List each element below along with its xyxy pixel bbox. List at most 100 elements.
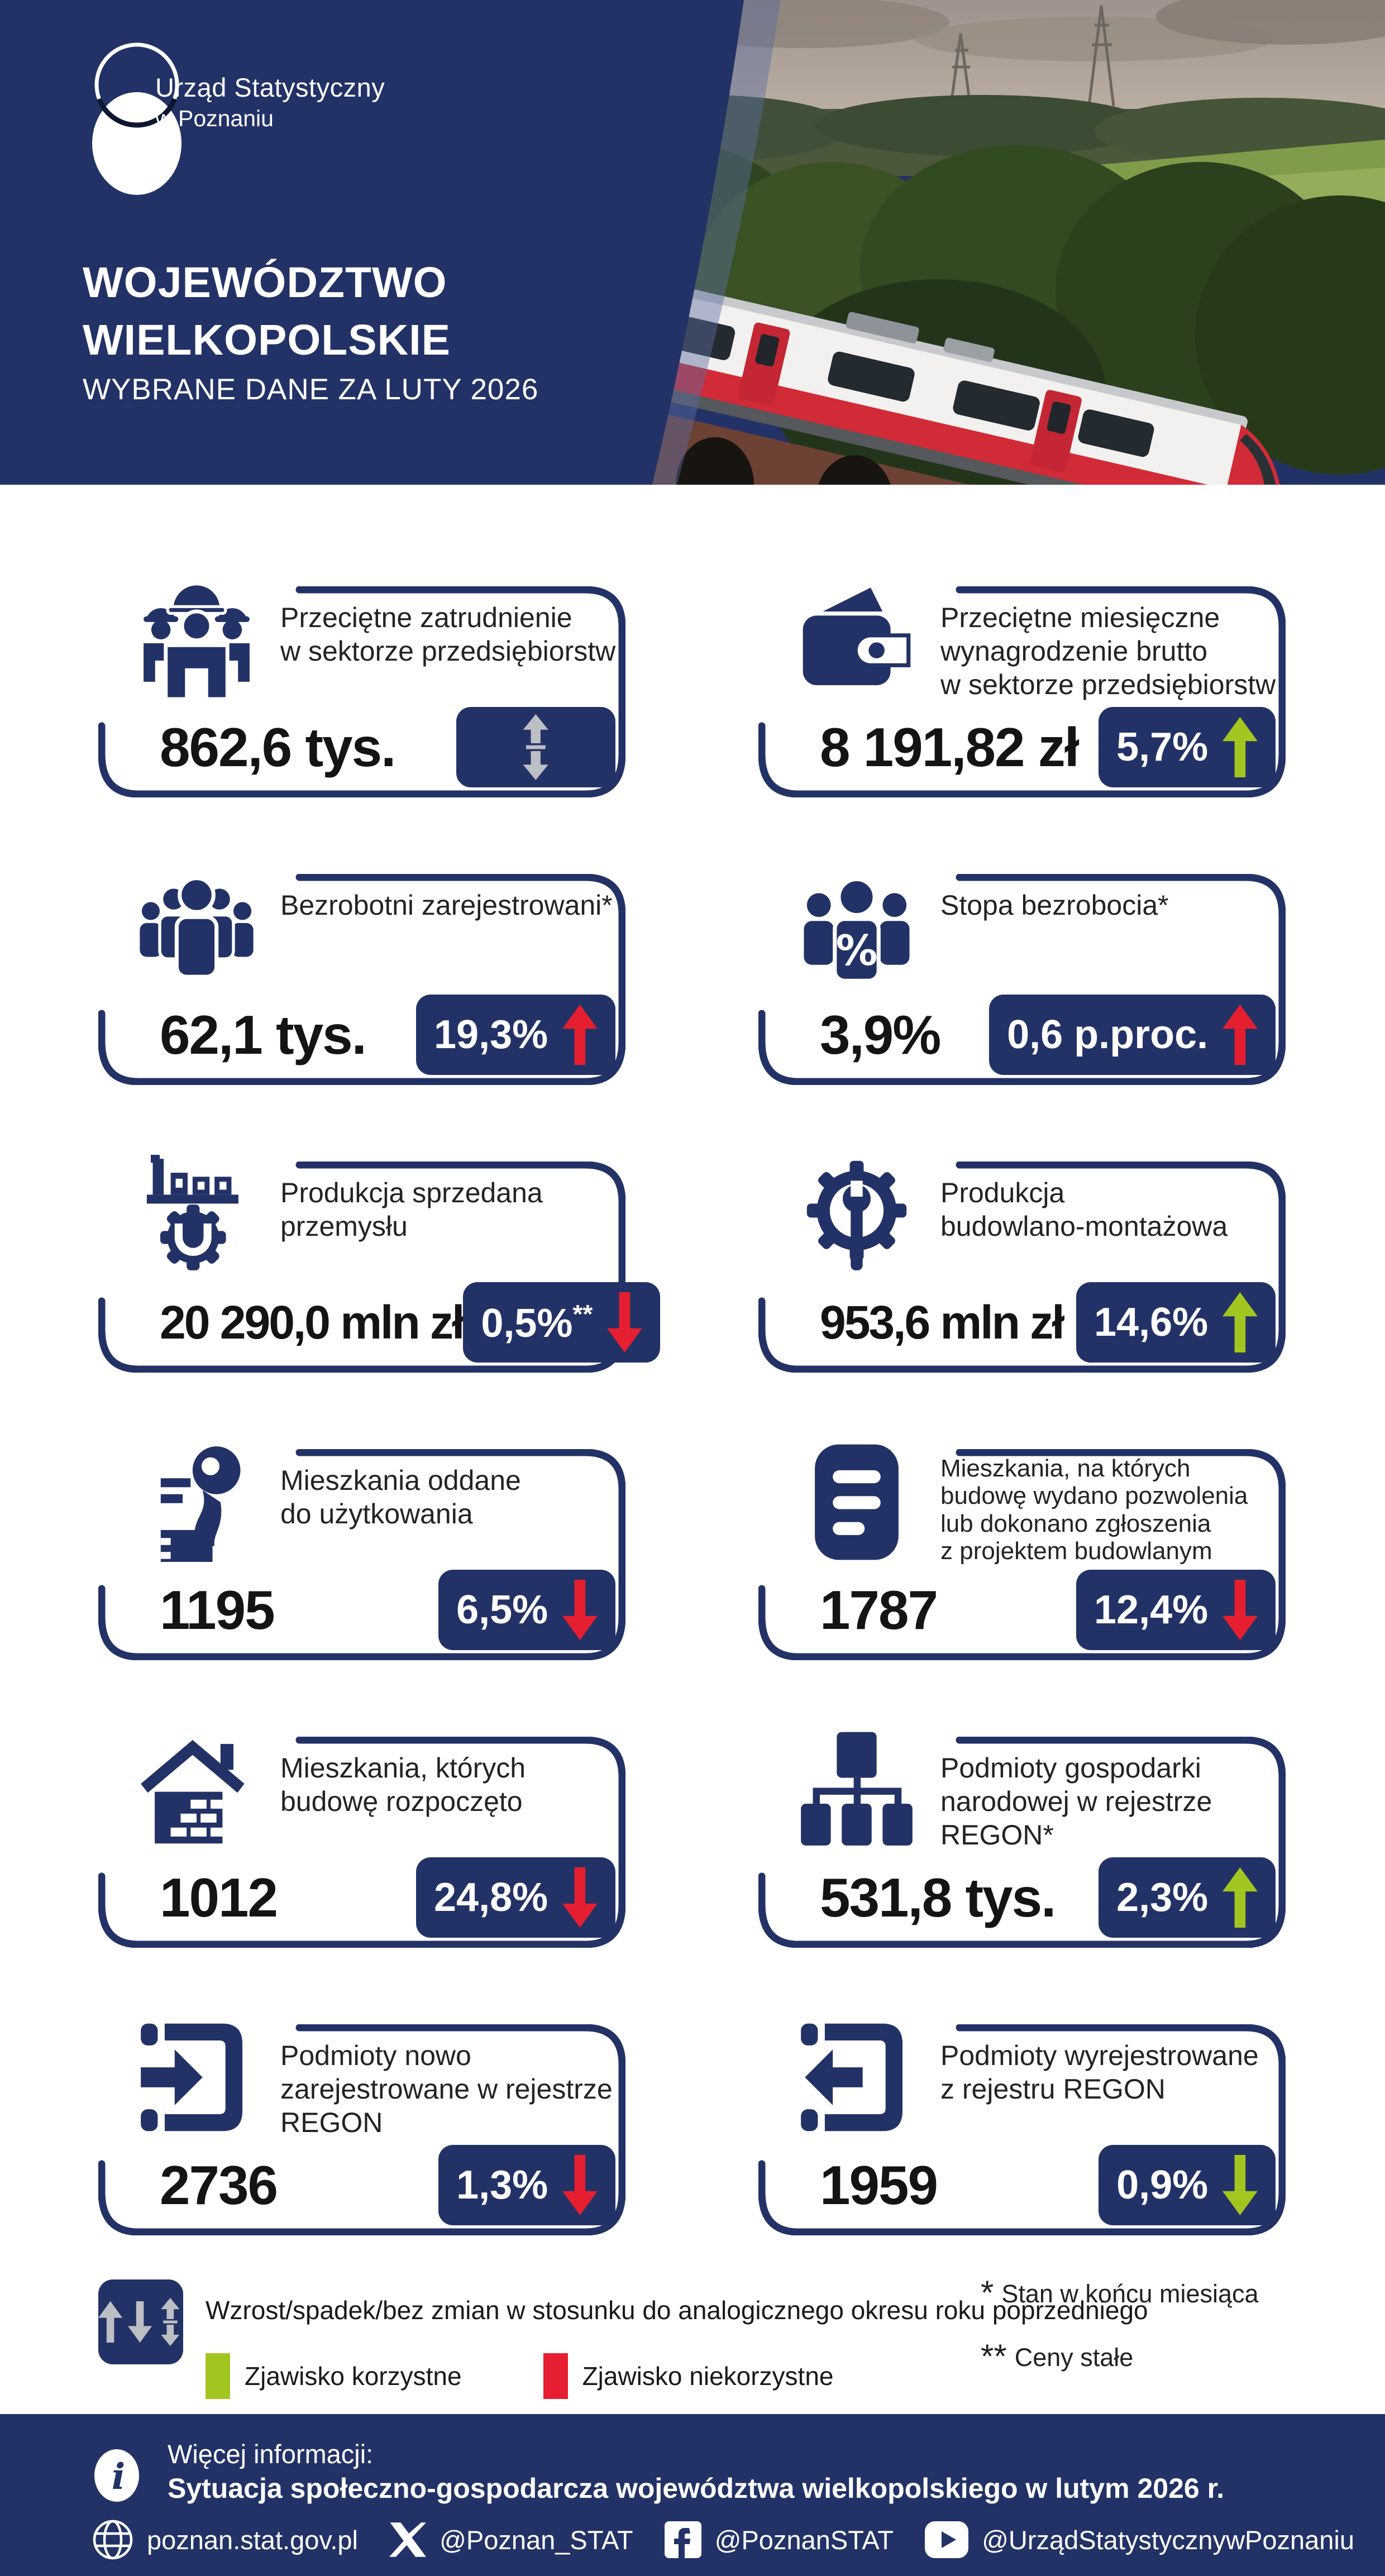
stat-card: Mieszkania, których budowę rozpoczęto 10… bbox=[98, 1737, 625, 1948]
change-badge: 24,8% bbox=[416, 1857, 615, 1938]
stat-card: Przeciętne zatrudnienie w sektorze przed… bbox=[98, 586, 625, 797]
favorable-color-swatch bbox=[206, 2353, 230, 2399]
stat-card: Podmioty nowo zarejestrowane w rejestrze… bbox=[98, 2024, 625, 2235]
trend-arrow-icon bbox=[1222, 1580, 1258, 1640]
svg-text:i: i bbox=[112, 2456, 125, 2498]
stat-card: Produkcja sprzedana przemysłu 20 290,0 m… bbox=[98, 1162, 661, 1373]
favorable-label: Zjawisko korzystne bbox=[245, 2362, 462, 2391]
website-link[interactable]: poznan.stat.gov.pl bbox=[92, 2519, 358, 2560]
house-construction-icon bbox=[113, 1726, 280, 1849]
change-badge: 0,5%** bbox=[463, 1282, 661, 1363]
card-border bbox=[758, 1449, 1286, 1660]
key-icon bbox=[113, 1438, 280, 1562]
change-badge: 0,9% bbox=[1099, 2145, 1276, 2225]
card-border bbox=[758, 586, 1286, 797]
change-value: 0,6 p.proc. bbox=[1007, 1012, 1209, 1057]
org-name: Urząd Statystyczny bbox=[155, 73, 385, 102]
change-value: 5,7% bbox=[1116, 725, 1209, 770]
card-title: Podmioty wyrejestrowane z rejestru REGON bbox=[940, 2040, 1259, 2105]
footnote2-text: Ceny stałe bbox=[1014, 2343, 1134, 2372]
footnotes: * Stan w końcu miesiąca ** Ceny stałe bbox=[981, 2274, 1259, 2407]
trend-arrow-icon bbox=[562, 1580, 598, 1640]
trend-arrow-icon bbox=[1222, 717, 1258, 777]
change-value: 0,5%** bbox=[481, 1299, 593, 1346]
footer: i Więcej informacji: Sytuacja społeczno-… bbox=[0, 2414, 1385, 2576]
unfavorable-color-swatch bbox=[543, 2353, 568, 2399]
card-border bbox=[98, 2024, 625, 2235]
card-value: 953,6 mln zł bbox=[820, 1296, 1065, 1349]
statistical-office-logo bbox=[92, 42, 182, 195]
card-value: 1787 bbox=[820, 1579, 938, 1641]
card-title: Produkcja sprzedana przemysłu bbox=[280, 1177, 543, 1242]
stat-card: Mieszkania oddane do użytkowania 1195 6,… bbox=[98, 1449, 625, 1660]
stat-card: Stopa bezrobocia* 3,9% 0,6 p.proc. bbox=[758, 874, 1286, 1085]
card-value: 20 290,0 mln zł bbox=[160, 1296, 465, 1349]
register-out-icon bbox=[773, 2013, 940, 2137]
change-value: 19,3% bbox=[434, 1012, 548, 1057]
subtitle: WYBRANE DANE ZA LUTY 2026 bbox=[83, 373, 539, 407]
change-value: 0,9% bbox=[1116, 2163, 1209, 2207]
card-title: Podmioty gospodarki narodowej w rejestrz… bbox=[940, 1752, 1212, 1851]
trend-arrow-icon bbox=[1222, 2155, 1258, 2215]
card-value: 531,8 tys. bbox=[820, 1866, 1056, 1928]
trend-arrow-icon bbox=[518, 714, 553, 780]
footnote1-text: Stan w końcu miesiąca bbox=[1001, 2279, 1259, 2308]
stat-card: Podmioty gospodarki narodowej w rejestrz… bbox=[758, 1737, 1286, 1948]
more-info-label: Więcej informacji: bbox=[168, 2439, 374, 2469]
trend-arrow-icon bbox=[562, 1005, 598, 1065]
card-border bbox=[758, 2024, 1286, 2235]
stat-card: Produkcja budowlano-montażowa 953,6 mln … bbox=[758, 1162, 1286, 1373]
change-value: 6,5% bbox=[456, 1588, 548, 1632]
card-title: Przeciętne miesięczne wynagrodzenie brut… bbox=[940, 602, 1276, 700]
more-info-title: Sytuacja społeczno-gospodarcza województ… bbox=[168, 2473, 1225, 2504]
x-twitter-icon bbox=[389, 2522, 427, 2557]
card-value: 8 191,82 zł bbox=[820, 716, 1080, 778]
youtube-link[interactable]: @UrządStatystycznywPoznaniu bbox=[925, 2521, 1354, 2558]
change-value: 14,6% bbox=[1094, 1300, 1209, 1345]
card-border bbox=[98, 1449, 625, 1660]
page-title: WOJEWÓDZTWO WIELKOPOLSKIE WYBRANE DANE Z… bbox=[83, 254, 538, 407]
youtube-icon bbox=[925, 2521, 969, 2558]
card-title: Produkcja budowlano-montażowa bbox=[940, 1177, 1228, 1242]
register-in-icon bbox=[113, 2013, 280, 2137]
trend-arrow-icon bbox=[1222, 1005, 1258, 1065]
trend-arrow-icon bbox=[562, 2155, 598, 2215]
card-title: Mieszkania oddane do użytkowania bbox=[280, 1465, 521, 1530]
change-value: 2,3% bbox=[1116, 1875, 1209, 1920]
card-border bbox=[758, 874, 1286, 1085]
card-value: 3,9% bbox=[820, 1003, 941, 1065]
unemployment-rate-icon bbox=[773, 863, 940, 987]
unfavorable-label: Zjawisko niekorzystne bbox=[582, 2362, 834, 2391]
change-value: 24,8% bbox=[434, 1875, 548, 1920]
trend-arrows-legend-icon bbox=[98, 2279, 183, 2364]
change-value: 12,4% bbox=[1094, 1588, 1209, 1632]
card-title: Przeciętne zatrudnienie w sektorze przed… bbox=[280, 602, 616, 667]
stat-card: Przeciętne miesięczne wynagrodzenie brut… bbox=[758, 586, 1286, 797]
change-badge: 1,3% bbox=[438, 2145, 615, 2225]
x-twitter-link[interactable]: @Poznan_STAT bbox=[389, 2521, 633, 2558]
card-title: Mieszkania, na których budowę wydano poz… bbox=[940, 1455, 1248, 1565]
people-icon bbox=[113, 863, 280, 987]
card-value: 1195 bbox=[160, 1579, 275, 1641]
stat-card: Podmioty wyrejestrowane z rejestru REGON… bbox=[758, 2024, 1286, 2235]
footnote1-star: * bbox=[981, 2274, 994, 2311]
card-title: Podmioty nowo zarejestrowane w rejestrze… bbox=[280, 2040, 613, 2138]
globe-icon bbox=[93, 2520, 133, 2560]
stat-card: Bezrobotni zarejestrowani* 62,1 tys. 19,… bbox=[98, 874, 625, 1085]
facebook-link[interactable]: @PoznanSTAT bbox=[664, 2521, 894, 2558]
change-badge: 6,5% bbox=[438, 1570, 615, 1650]
trend-arrow-icon bbox=[1222, 1867, 1258, 1928]
change-badge bbox=[456, 707, 615, 787]
card-border bbox=[98, 1737, 625, 1948]
workers-icon bbox=[113, 575, 280, 699]
wallet-icon bbox=[773, 575, 940, 699]
change-badge: 2,3% bbox=[1099, 1857, 1276, 1938]
change-badge: 14,6% bbox=[1076, 1282, 1276, 1363]
change-badge: 5,7% bbox=[1099, 707, 1276, 787]
train-photo bbox=[592, 0, 1385, 485]
change-value: 1,3% bbox=[456, 2163, 548, 2207]
card-title: Mieszkania, których budowę rozpoczęto bbox=[280, 1752, 526, 1817]
card-border bbox=[758, 1162, 1286, 1373]
title-line-2: WIELKOPOLSKIE bbox=[83, 316, 451, 365]
trend-arrow-icon bbox=[1222, 1292, 1258, 1352]
